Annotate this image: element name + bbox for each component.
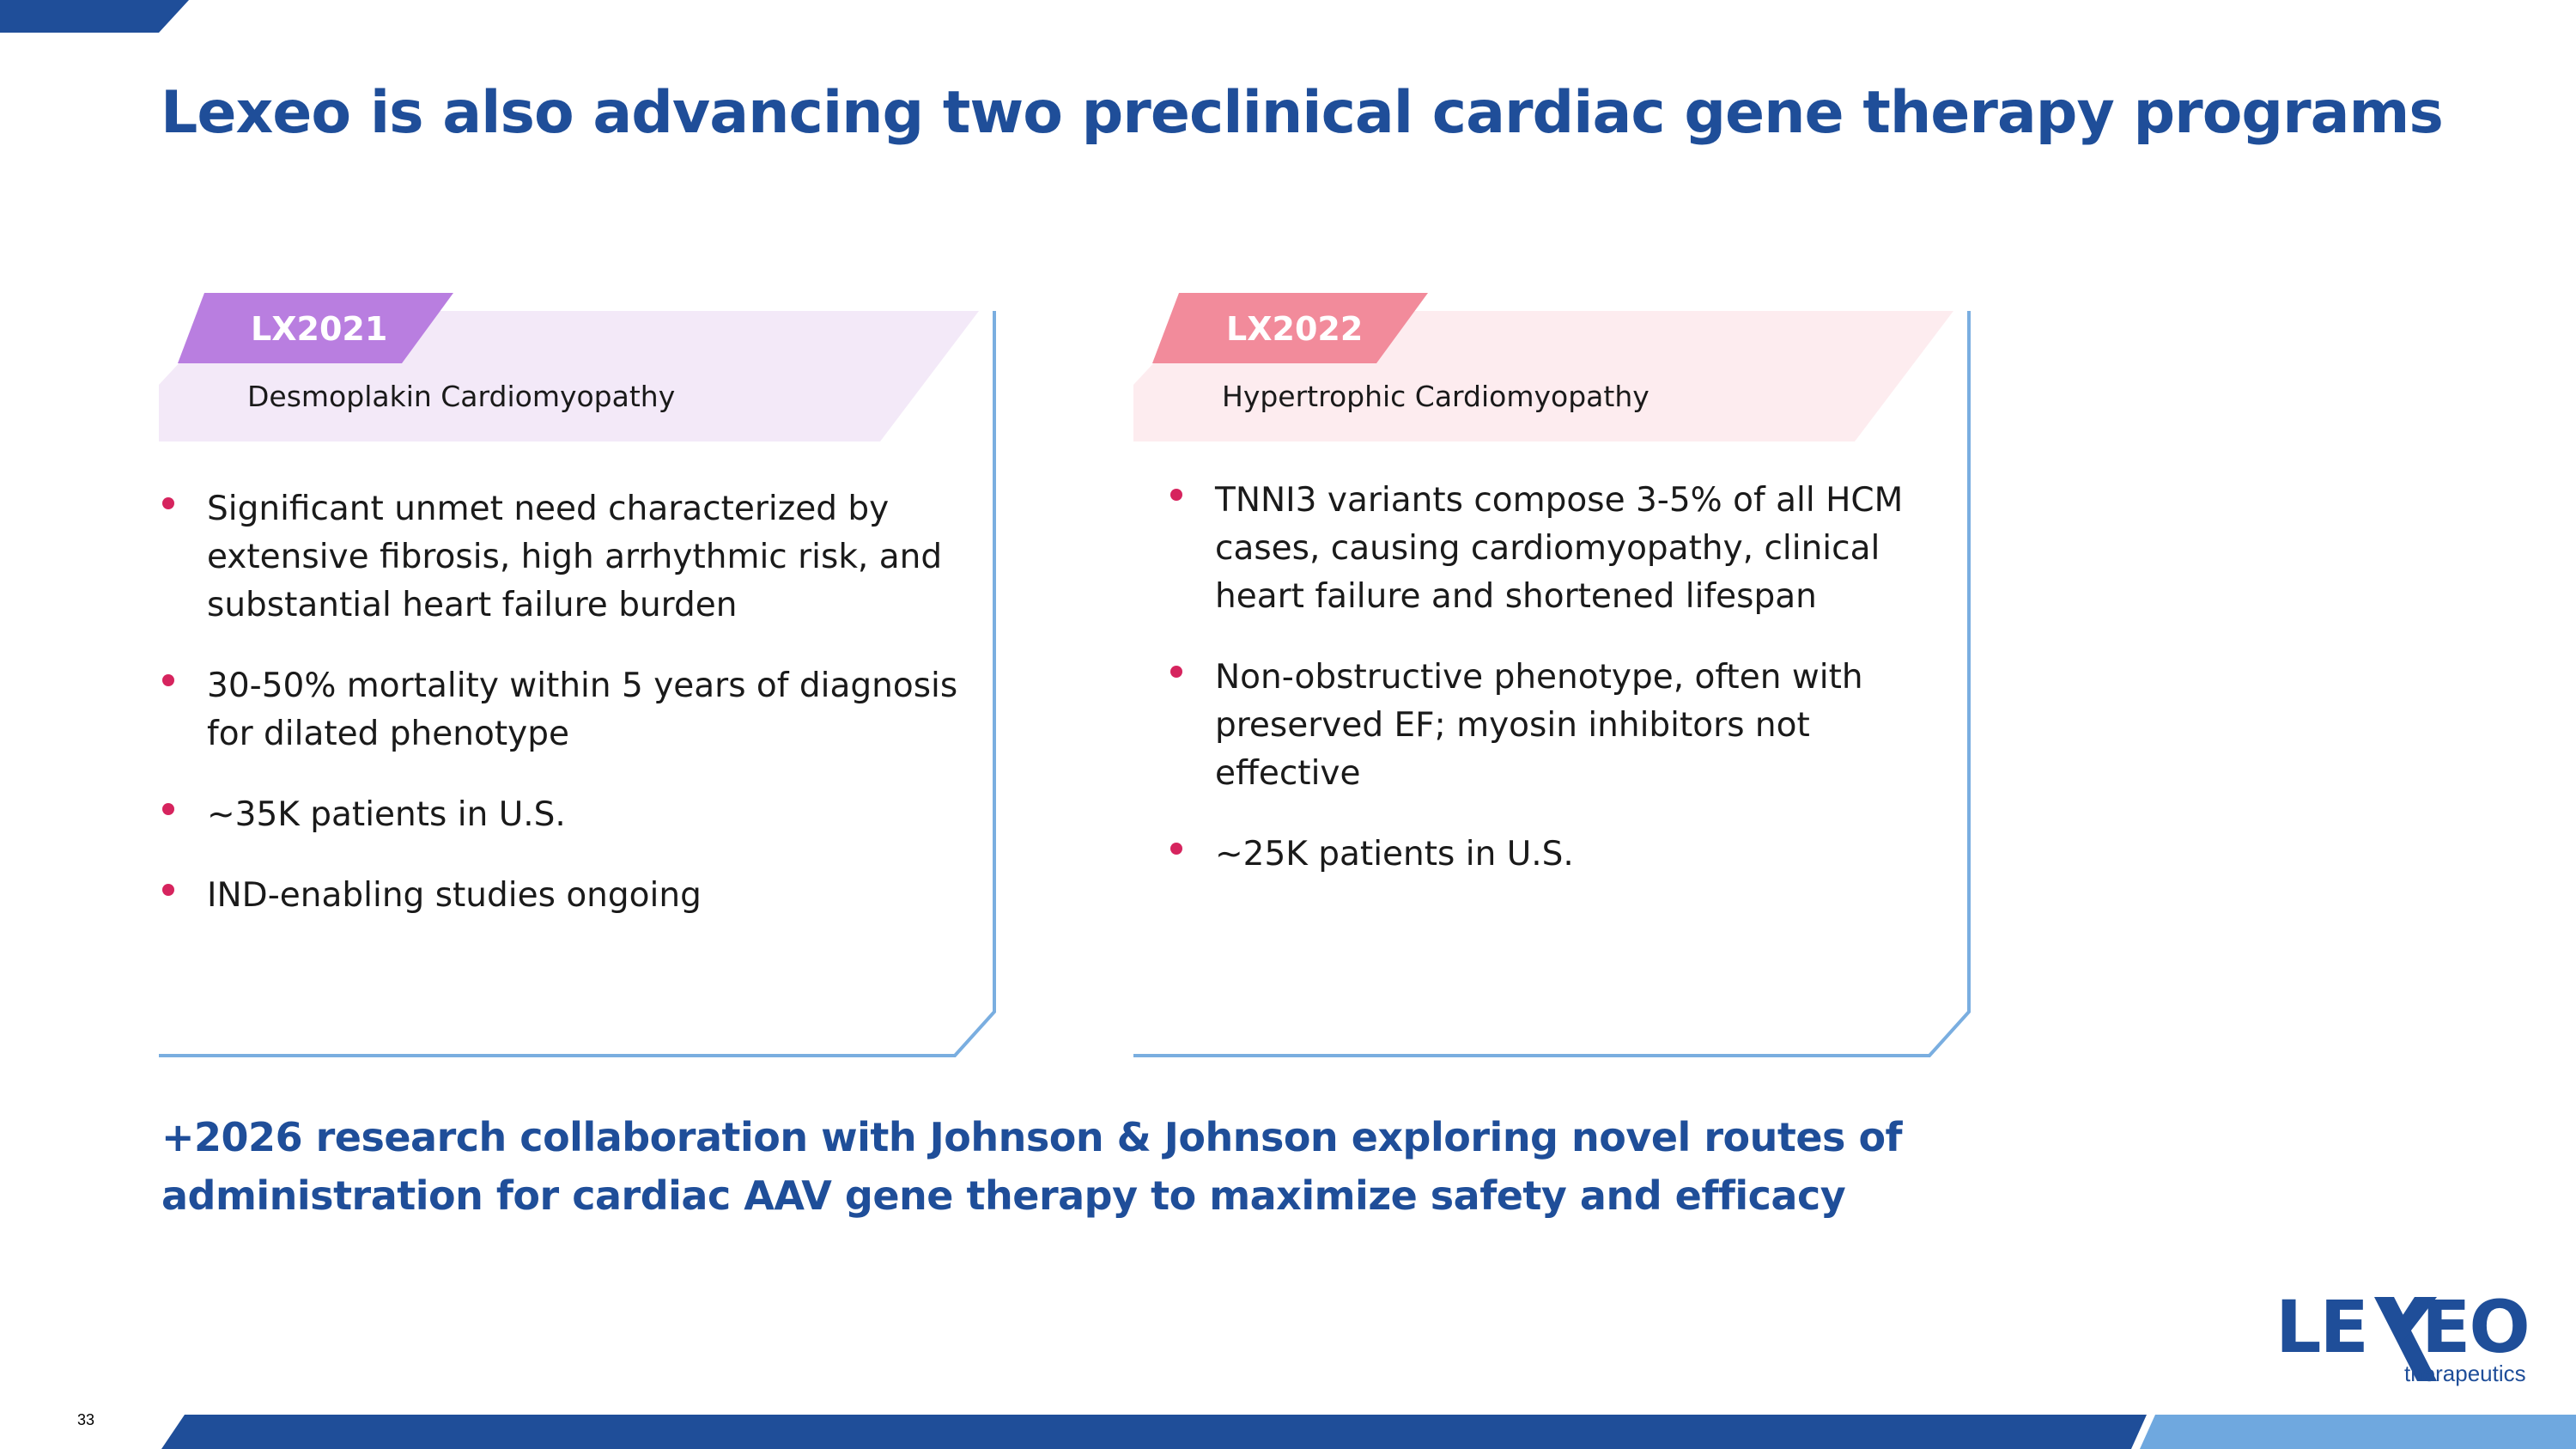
program-indication-lx2021: Desmoplakin Cardiomyopathy (247, 380, 676, 413)
lexeo-logo: LE EO therapeutics (2275, 1285, 2530, 1387)
collaboration-statement: +2026 research collaboration with Johnso… (161, 1114, 1903, 1219)
list-item: TNNI3 variants compose 3-5% of all HCM c… (1168, 477, 1941, 621)
page-number: 33 (77, 1411, 95, 1428)
logo-tagline: therapeutics (2404, 1361, 2526, 1386)
list-item: Non-obstructive phenotype, often with pr… (1168, 654, 1941, 798)
bullet-dot (162, 803, 174, 815)
program-code-lx2022: LX2022 (1226, 310, 1364, 348)
program-card-lx2021 (155, 290, 1013, 1063)
program-code-lx2021: LX2021 (251, 310, 388, 348)
bullet-dot (162, 497, 174, 509)
list-item: 30-50% mortality within 5 years of diagn… (160, 662, 967, 758)
program-card-lx2022 (1129, 290, 1988, 1063)
program-bullets-lx2022: TNNI3 variants compose 3-5% of all HCM c… (1168, 477, 1941, 911)
program-bullets-lx2021: Significant unmet need characterized by … (160, 485, 967, 953)
bullet-dot (1170, 489, 1182, 501)
top-accent-bar (0, 0, 189, 33)
bullet-dot (162, 884, 174, 896)
page-title: Lexeo is also advancing two preclinical … (161, 79, 2444, 147)
logo-text-right: EO (2421, 1285, 2530, 1369)
list-item: ~35K patients in U.S. (160, 791, 967, 839)
bottom-accent-bar (161, 1415, 2576, 1449)
program-indication-lx2022: Hypertrophic Cardiomyopathy (1222, 380, 1649, 413)
list-item: IND-enabling studies ongoing (160, 872, 967, 920)
list-item: ~25K patients in U.S. (1168, 831, 1941, 879)
list-item: Significant unmet need characterized by … (160, 485, 967, 630)
bullet-dot (162, 674, 174, 686)
bullet-dot (1170, 666, 1182, 678)
logo-x-mark (2374, 1297, 2437, 1381)
logo-text-left: LE (2275, 1285, 2369, 1369)
bullet-dot (1170, 843, 1182, 855)
